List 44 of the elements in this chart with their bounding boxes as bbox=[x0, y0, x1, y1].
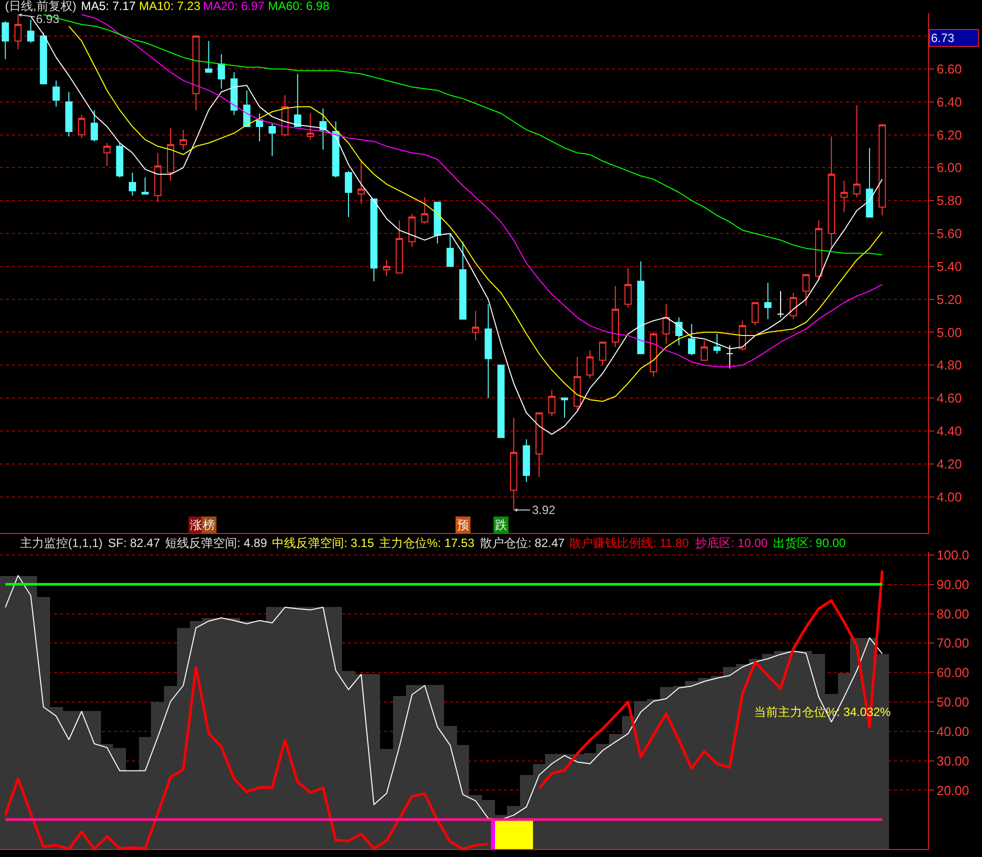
y-tick-label: 6.40 bbox=[936, 94, 962, 110]
text: MA60: 6.98 bbox=[268, 0, 330, 13]
y-tick-label: 5.20 bbox=[936, 292, 962, 307]
annotation: 3.92 bbox=[532, 503, 556, 517]
text: 主力仓位%: 17.53 bbox=[379, 536, 475, 550]
y-tick-label: 4.00 bbox=[936, 489, 962, 504]
y-tick-label: 5.60 bbox=[936, 226, 962, 242]
text: 抄底区: 10.00 bbox=[695, 536, 768, 550]
chart-title: 主力监控(1,1,1) bbox=[20, 536, 103, 550]
y-tick-label: 30.00 bbox=[936, 753, 970, 768]
y-tick-label: 6.00 bbox=[936, 160, 962, 176]
y-tick-label: 4.60 bbox=[936, 390, 962, 406]
y-tick-label: 6.20 bbox=[936, 127, 962, 142]
y-tick-label: 100.0 bbox=[936, 547, 970, 562]
y-tick-label: 5.00 bbox=[936, 324, 962, 340]
y-tick-label: 4.20 bbox=[936, 456, 962, 472]
y-tick-label: 60.00 bbox=[936, 665, 970, 680]
y-tick-label: 70.00 bbox=[936, 636, 970, 651]
y-tick-label: 4.40 bbox=[936, 424, 962, 439]
y-tick-label: 80.00 bbox=[936, 606, 970, 622]
text: MA10: 7.23 bbox=[139, 0, 201, 13]
data-label: 榜 bbox=[203, 518, 215, 532]
y-tick-label: 20.00 bbox=[936, 782, 970, 798]
text: 中线反弹空间: 3.15 bbox=[272, 536, 374, 550]
y-tick-label: 50.00 bbox=[936, 694, 970, 710]
annotation: 6.93 bbox=[36, 12, 60, 26]
text: MA5: 7.17 bbox=[81, 0, 136, 13]
text: 短线反弹空间: 4.89 bbox=[165, 536, 268, 550]
y-tick-label: 90.00 bbox=[936, 576, 970, 592]
text: MA20: 6.97 bbox=[203, 0, 265, 13]
text: 6.73 bbox=[931, 31, 955, 45]
data-label: 跌 bbox=[495, 518, 507, 532]
y-tick-label: 4.80 bbox=[936, 358, 962, 373]
text: 散户仓位: 82.47 bbox=[480, 536, 566, 550]
text: 散户赚钱比例线: 11.80 bbox=[569, 536, 690, 550]
text: 出货区: 90.00 bbox=[773, 536, 846, 550]
chart-title: (日线,前复权) bbox=[5, 0, 76, 13]
y-tick-label: 5.80 bbox=[936, 193, 962, 208]
data-label: 预 bbox=[457, 518, 469, 532]
y-tick-label: 5.40 bbox=[936, 258, 962, 274]
y-tick-label: 40.00 bbox=[936, 724, 970, 739]
text: SF: 82.47 bbox=[108, 536, 160, 550]
data-label: 涨 bbox=[190, 518, 202, 532]
y-tick-label: 6.60 bbox=[936, 62, 962, 76]
